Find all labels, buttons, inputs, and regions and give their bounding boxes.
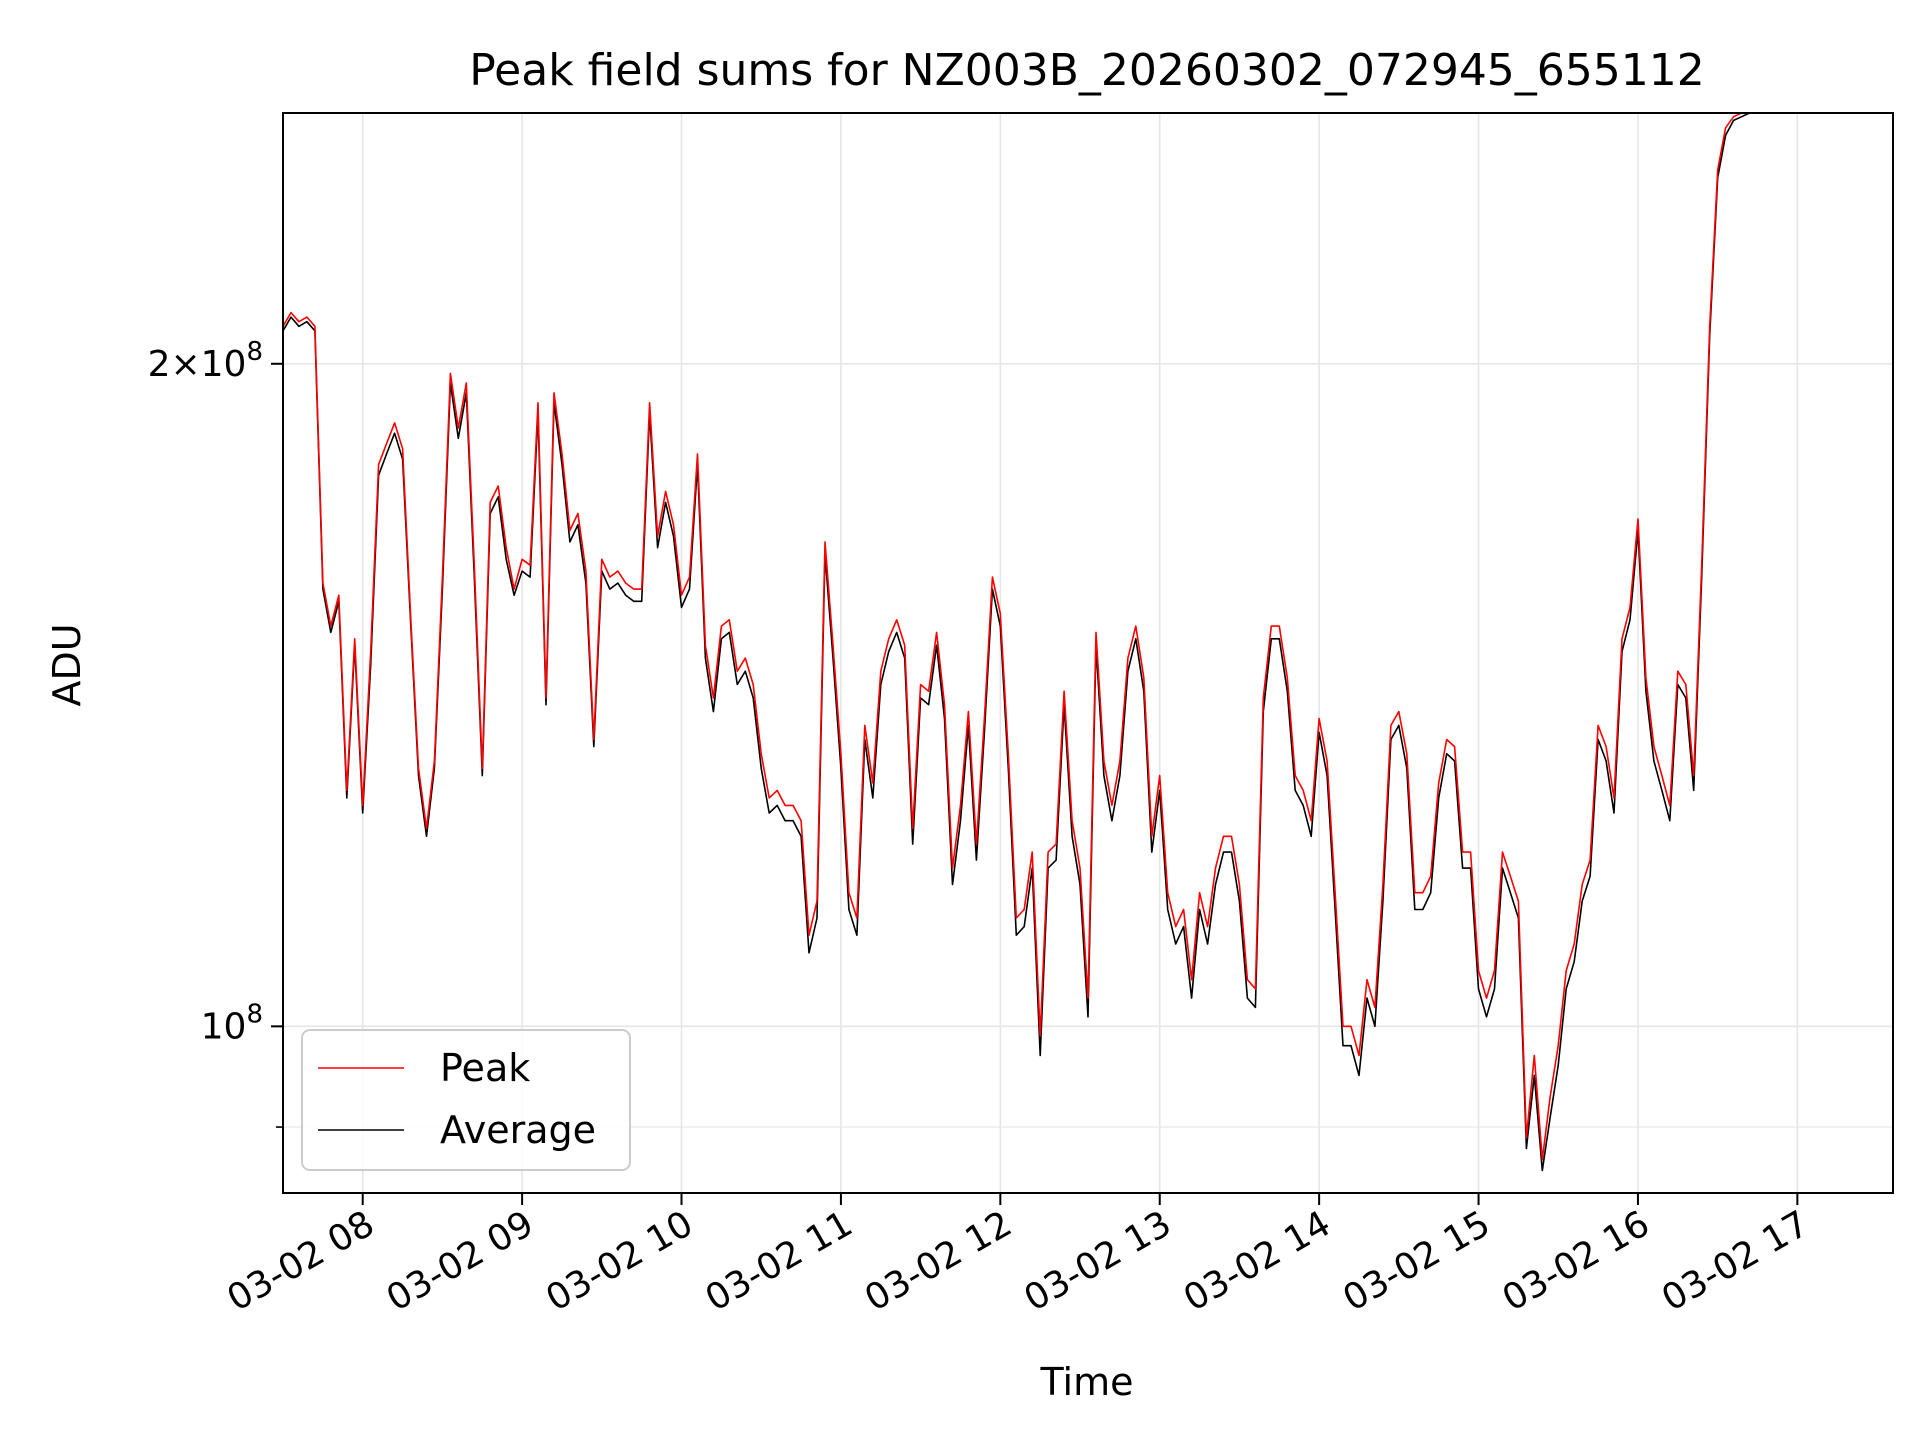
legend-box [301,1029,631,1171]
legend-label-average: Average [440,1108,596,1152]
series-line-peak [283,113,1750,1161]
y-axis: 108 2×108 [148,337,283,1128]
legend: Peak Average [301,1029,631,1171]
series-layer [283,113,1750,1172]
grid [283,113,1893,1193]
x-axis-label: Time [1040,1360,1134,1404]
y-tick-label: 108 [201,999,263,1047]
plot-frame [282,112,1894,1194]
y-axis-label: ADU [45,623,89,706]
y-tick-label: 2×108 [148,337,263,385]
series-line-average [283,113,1750,1172]
legend-label-peak: Peak [440,1046,530,1090]
chart-title: Peak field sums for NZ003B_20260302_0729… [469,45,1705,96]
